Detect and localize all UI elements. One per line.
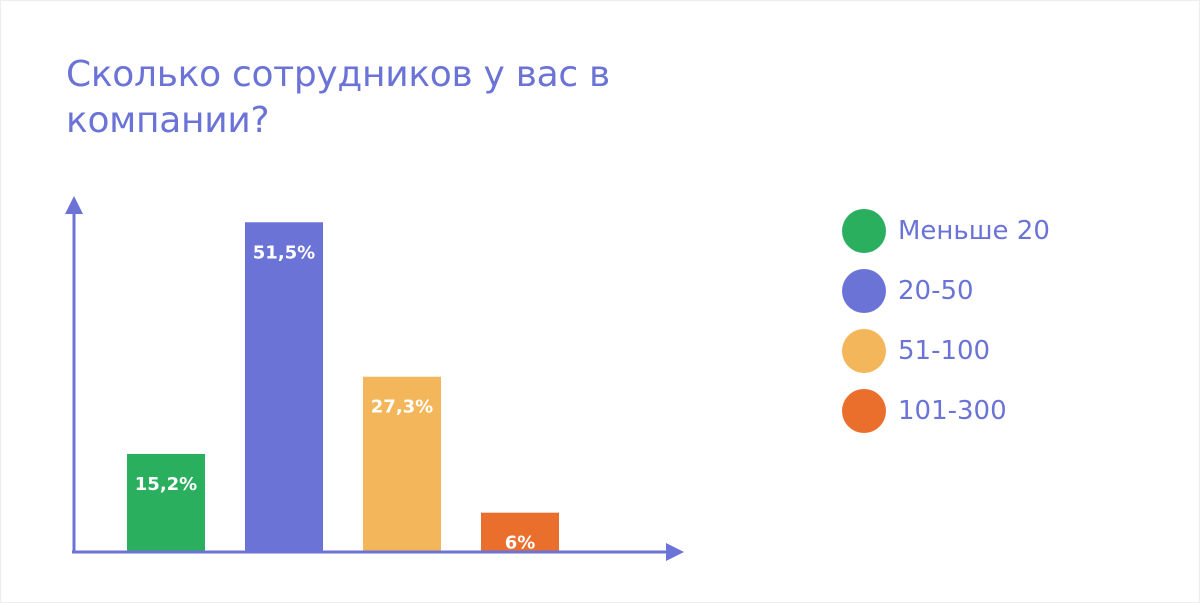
- bar-4: [481, 512, 559, 551]
- bar-value-label: 15,2%: [135, 474, 197, 495]
- legend-label: Меньше 20: [898, 216, 1050, 246]
- y-axis-arrow-icon: [65, 196, 83, 214]
- x-axis-arrow-icon: [666, 543, 684, 561]
- bar-value-label: 27,3%: [371, 397, 433, 418]
- legend-swatch-icon: [842, 389, 886, 433]
- bar-1: [127, 453, 205, 551]
- legend-label: 101-300: [898, 396, 1007, 426]
- bar-value-label: 51,5%: [253, 242, 315, 263]
- legend-swatch-icon: [842, 269, 886, 313]
- legend-swatch-icon: [842, 329, 886, 373]
- bar-3: [363, 376, 441, 551]
- legend-label: 51-100: [898, 336, 991, 366]
- bar-value-label: 6%: [505, 533, 536, 554]
- legend-swatch-icon: [842, 209, 886, 253]
- chart-title: Сколько сотрудников у вас в компании?: [66, 54, 610, 141]
- axes: [65, 196, 684, 561]
- legend-label: 20-50: [898, 276, 974, 306]
- bars-layer: 15,2% 51,5% 27,3% 6%: [127, 222, 559, 554]
- bar-2: [245, 222, 323, 551]
